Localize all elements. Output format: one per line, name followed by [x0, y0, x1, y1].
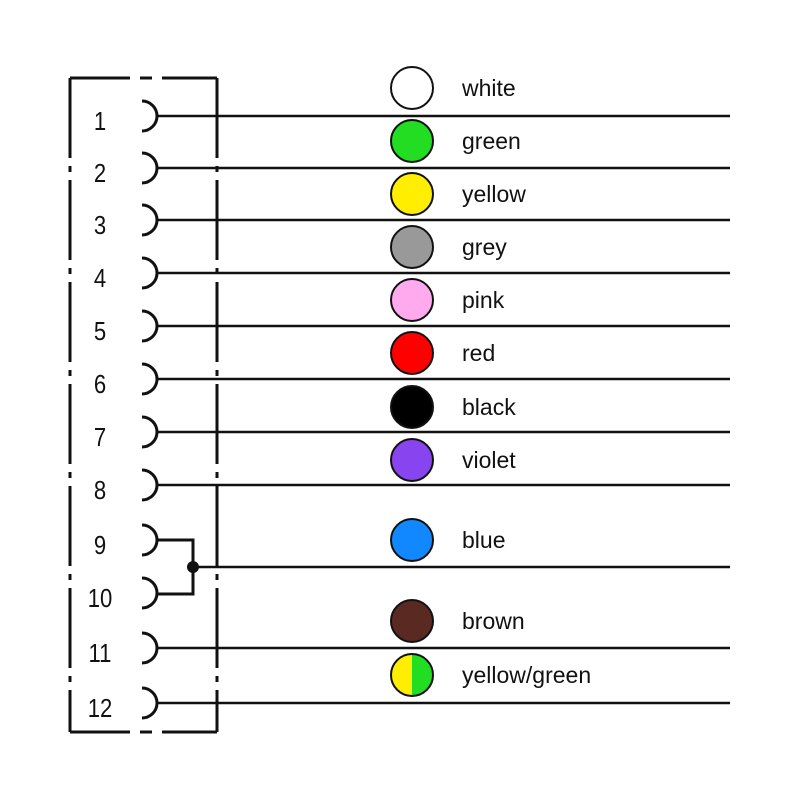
- wire-color-label: red: [462, 340, 495, 366]
- pin-number: 4: [94, 264, 106, 293]
- socket-contact-icon: [141, 468, 159, 502]
- wire-blue: blue: [193, 518, 730, 569]
- pin-3: 3: [94, 203, 159, 240]
- wire-color-label: black: [462, 394, 516, 420]
- wire-color-label: blue: [462, 527, 505, 553]
- color-swatch-icon: [390, 119, 434, 163]
- wire-color-label: violet: [462, 447, 516, 473]
- color-swatch-icon: [390, 385, 434, 429]
- pin-6: 6: [94, 362, 159, 399]
- pin-9-10-bridge: [157, 538, 199, 596]
- color-swatch-icon: [390, 653, 434, 697]
- wire-brown: brown: [157, 599, 730, 650]
- socket-contact-icon: [141, 203, 159, 237]
- pin-7: 7: [94, 415, 159, 452]
- socket-contact-icon: [141, 309, 159, 343]
- color-swatch-icon: [390, 599, 434, 643]
- pin-11: 11: [89, 631, 159, 668]
- socket-contact-icon: [141, 631, 159, 665]
- socket-contact-icon: [141, 256, 159, 290]
- pin-number: 1: [94, 107, 106, 136]
- pin-4: 4: [94, 256, 159, 293]
- color-swatch-icon: [390, 66, 434, 110]
- pin-10: 10: [88, 576, 159, 613]
- wire-green: green: [157, 119, 730, 170]
- pin-5: 5: [94, 309, 159, 346]
- socket-contact-icon: [141, 362, 159, 396]
- pin-number: 3: [94, 211, 106, 240]
- pin-1: 1: [94, 99, 159, 136]
- wires: white green yellow grey pink red black violet bl…: [157, 66, 730, 705]
- pin-number: 10: [88, 584, 113, 613]
- wire-red: red: [157, 331, 730, 381]
- color-swatch-icon: [390, 225, 434, 269]
- wire-black: black: [157, 385, 730, 434]
- wire-yellow: yellow: [157, 172, 730, 222]
- color-swatch-icon: [390, 438, 434, 482]
- pin-number: 5: [94, 317, 106, 346]
- pin-number: 2: [94, 159, 106, 188]
- pin-9: 9: [94, 523, 159, 560]
- wire-violet: violet: [157, 438, 730, 487]
- socket-contact-icon: [141, 576, 159, 610]
- pin-2: 2: [94, 151, 159, 188]
- wire-yellow-green: yellow/green: [157, 653, 730, 705]
- socket-contact-icon: [141, 151, 159, 185]
- color-swatch-icon: [390, 518, 434, 562]
- wire-color-label: white: [461, 75, 516, 101]
- color-swatch-icon: [390, 278, 434, 322]
- pin-number: 7: [94, 423, 106, 452]
- pin-number: 11: [89, 639, 112, 668]
- pin-8: 8: [94, 468, 159, 505]
- socket-contact-icon: [141, 415, 159, 449]
- wire-color-label: pink: [462, 287, 505, 313]
- wire-color-label: green: [462, 128, 521, 154]
- color-swatch-icon: [390, 172, 434, 216]
- color-swatch-icon: [390, 331, 434, 375]
- pin-number: 9: [94, 531, 106, 560]
- connector-housing: [68, 76, 219, 734]
- socket-contact-icon: [141, 99, 159, 133]
- wire-white: white: [157, 66, 730, 118]
- pin-number: 8: [94, 476, 106, 505]
- wire-color-label: brown: [462, 608, 525, 634]
- pin-number: 12: [88, 694, 113, 723]
- socket-contact-icon: [141, 686, 159, 720]
- pin-number: 6: [94, 370, 106, 399]
- wire-pink: pink: [157, 278, 730, 328]
- wire-grey: grey: [157, 225, 730, 275]
- pin-12: 12: [88, 686, 159, 723]
- wire-color-label: yellow/green: [462, 662, 591, 688]
- wire-color-label: yellow: [462, 181, 526, 207]
- wire-color-label: grey: [462, 234, 507, 260]
- socket-contact-icon: [141, 523, 159, 557]
